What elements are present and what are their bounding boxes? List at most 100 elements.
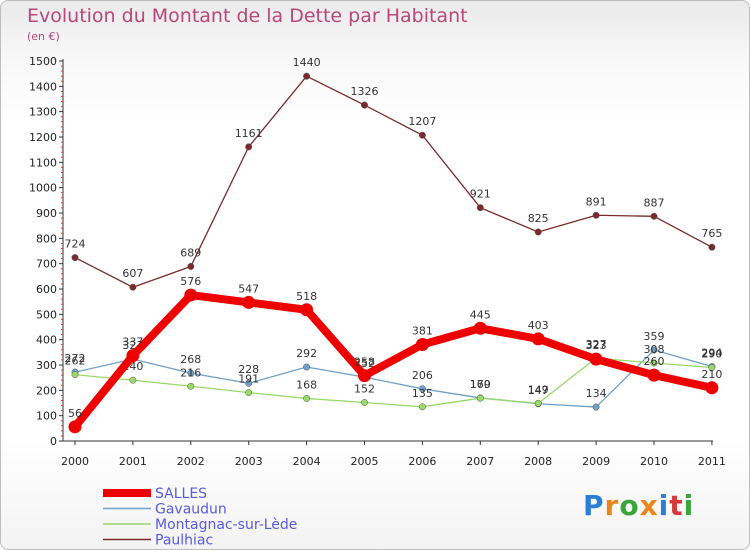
data-point: [708, 243, 716, 251]
chart-subtitle: (en €): [27, 30, 60, 43]
data-point: [534, 399, 542, 407]
data-label: 294: [701, 347, 722, 360]
data-point: [300, 303, 314, 317]
data-label: 228: [238, 363, 259, 376]
x-tick-label: 2002: [177, 455, 205, 468]
series-salles: 56 337 576 547 518 258 381 445 403 323 260 210: [68, 275, 722, 434]
data-label: 1207: [408, 115, 436, 128]
data-point: [129, 283, 137, 291]
x-tick-label: 2009: [582, 455, 610, 468]
series-line-salles: [71, 291, 716, 431]
data-point: [589, 352, 603, 366]
data-label: 547: [238, 282, 259, 295]
data-point: [418, 131, 426, 139]
data-label: 210: [701, 368, 722, 381]
data-label: 323: [586, 339, 607, 352]
data-label: 327: [586, 338, 607, 351]
data-point: [531, 332, 545, 346]
data-point: [184, 288, 198, 302]
data-label: 147: [528, 384, 549, 397]
data-label: 891: [586, 195, 607, 208]
y-tick-label: 1400: [29, 80, 57, 93]
data-point: [650, 212, 658, 220]
y-tick-label: 600: [36, 283, 57, 296]
data-label: 445: [470, 308, 491, 321]
data-point: [534, 228, 542, 236]
legend-label: Gavaudun: [155, 502, 227, 518]
legend-item: Paulhiac: [103, 533, 213, 549]
data-label: 191: [238, 373, 259, 386]
y-tick-label: 1100: [29, 156, 57, 169]
data-label: 272: [65, 352, 86, 365]
data-label: 168: [296, 378, 317, 391]
logo-letter: o: [619, 489, 640, 522]
y-tick-label: 1300: [29, 106, 57, 119]
data-point: [418, 385, 426, 393]
x-tick-label: 2004: [293, 455, 321, 468]
legend-label: SALLES: [155, 486, 207, 502]
data-label: 262: [65, 355, 86, 368]
data-point: [71, 371, 79, 379]
data-point: [303, 72, 311, 80]
data-label: 135: [412, 387, 433, 400]
x-tick-label: 2001: [119, 455, 147, 468]
data-label: 337: [122, 336, 143, 349]
data-point: [361, 399, 368, 406]
data-point: [129, 376, 137, 384]
x-tick-label: 2011: [698, 455, 726, 468]
data-point: [303, 394, 311, 402]
data-point: [592, 211, 600, 219]
data-label: 308: [644, 343, 665, 356]
data-point: [592, 403, 600, 411]
y-tick-label: 1500: [29, 55, 57, 68]
data-point: [245, 143, 253, 151]
data-point: [245, 379, 253, 387]
data-point: [476, 394, 484, 402]
x-tick-label: 2005: [351, 455, 379, 468]
data-point: [418, 403, 426, 411]
data-label: 149: [528, 383, 549, 396]
data-point: [473, 321, 487, 335]
data-point: [187, 263, 195, 270]
data-label: 1326: [351, 85, 379, 98]
data-label: 260: [644, 355, 665, 368]
data-point: [415, 337, 429, 351]
y-tick-label: 0: [50, 435, 57, 448]
data-label: 887: [644, 196, 665, 209]
data-label: 1161: [235, 127, 263, 140]
data-label: 381: [412, 324, 433, 337]
logo-letter: i: [683, 489, 695, 522]
data-point: [187, 382, 195, 390]
data-label: 689: [180, 246, 201, 259]
data-label: 290: [701, 348, 722, 361]
logo-letter: i: [658, 489, 670, 522]
data-point: [303, 363, 311, 371]
y-tick-label: 500: [36, 308, 57, 321]
data-point: [187, 369, 195, 377]
data-label: 921: [470, 188, 491, 201]
legend-item: Montagnac-sur-Lède: [103, 517, 297, 533]
logo-letter: r: [604, 489, 620, 522]
data-label: 170: [470, 378, 491, 391]
data-label: 518: [296, 290, 317, 303]
legend-item: Gavaudun: [103, 502, 227, 518]
chart-title: Evolution du Montant de la Dette par Hab…: [27, 5, 468, 27]
x-tick-label: 2003: [235, 455, 263, 468]
data-point: [705, 381, 719, 395]
data-point: [708, 364, 716, 371]
x-tick-label: 2006: [408, 455, 436, 468]
data-label: 216: [180, 366, 201, 379]
data-point: [245, 389, 253, 397]
y-tick-label: 200: [36, 384, 57, 397]
y-tick-label: 1000: [29, 182, 57, 195]
logo-letter: P: [583, 489, 605, 522]
y-tick-label: 700: [36, 258, 57, 271]
data-label: 724: [65, 238, 86, 251]
data-label: 258: [354, 356, 375, 369]
data-label: 576: [180, 275, 201, 288]
logo-letter: t: [669, 489, 684, 522]
y-tick-label: 300: [36, 359, 57, 372]
x-tick-label: 2007: [466, 455, 494, 468]
data-label: 765: [701, 227, 722, 240]
